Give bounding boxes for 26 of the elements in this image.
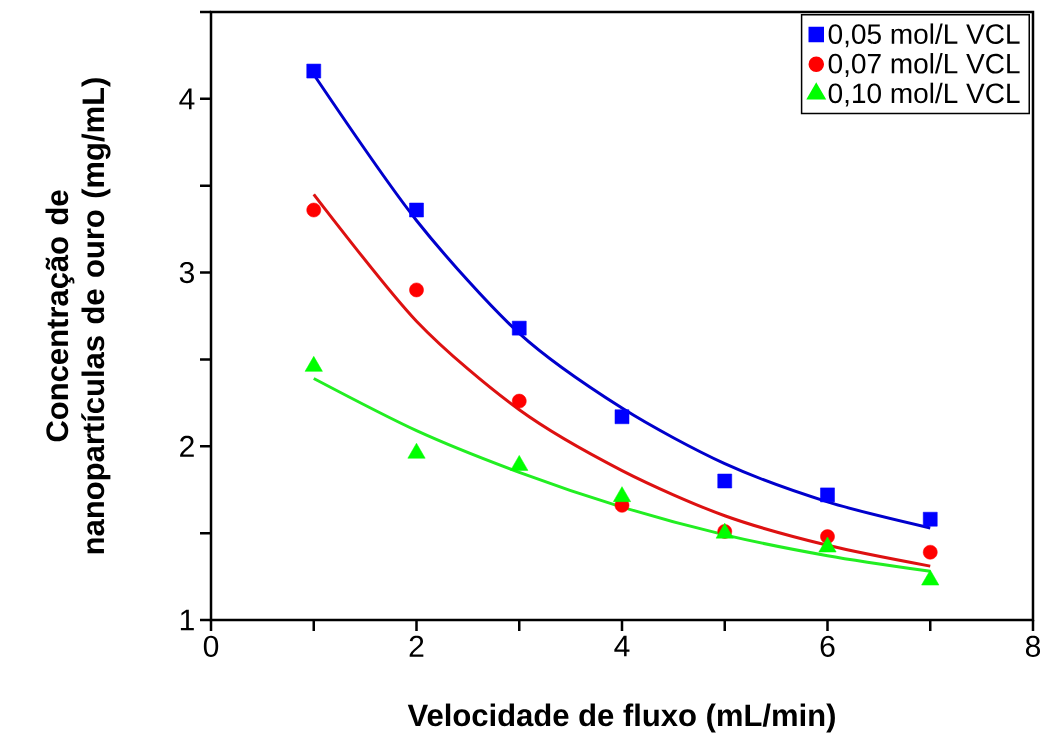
- x-tick-label: 2: [409, 635, 424, 657]
- point: [511, 393, 527, 409]
- x-tick-label: 6: [820, 635, 835, 657]
- point: [409, 282, 424, 298]
- legend-label: 0,07 mol/L VCL: [828, 53, 1020, 77]
- y-tick-label: 4: [179, 88, 195, 110]
- y-axis-title: Concentração de nanopartículas de ouro (mg/mL): [45, 78, 111, 554]
- y-tick-label: 1: [180, 609, 194, 631]
- point: [306, 63, 322, 79]
- legend-label: 0,10 mol/L VCL: [828, 82, 1020, 107]
- point: [511, 320, 527, 336]
- point: [409, 202, 424, 218]
- point: [306, 202, 322, 218]
- y-tick-label: 3: [179, 261, 194, 284]
- point: [820, 487, 835, 503]
- y-tick-label: 2: [180, 435, 194, 457]
- x-tick-label: 8: [1025, 635, 1041, 657]
- line-series: [312, 192, 932, 568]
- point: [717, 473, 733, 489]
- x-axis-title: Velocidade de fluxo (mL/min): [407, 703, 835, 733]
- x-tick-label: 0: [203, 635, 219, 657]
- point: [922, 511, 938, 527]
- point: [922, 544, 938, 560]
- x-tick-label: 4: [614, 635, 630, 657]
- legend-label: 0,05 mol/L VCL: [828, 23, 1020, 48]
- point: [614, 409, 630, 425]
